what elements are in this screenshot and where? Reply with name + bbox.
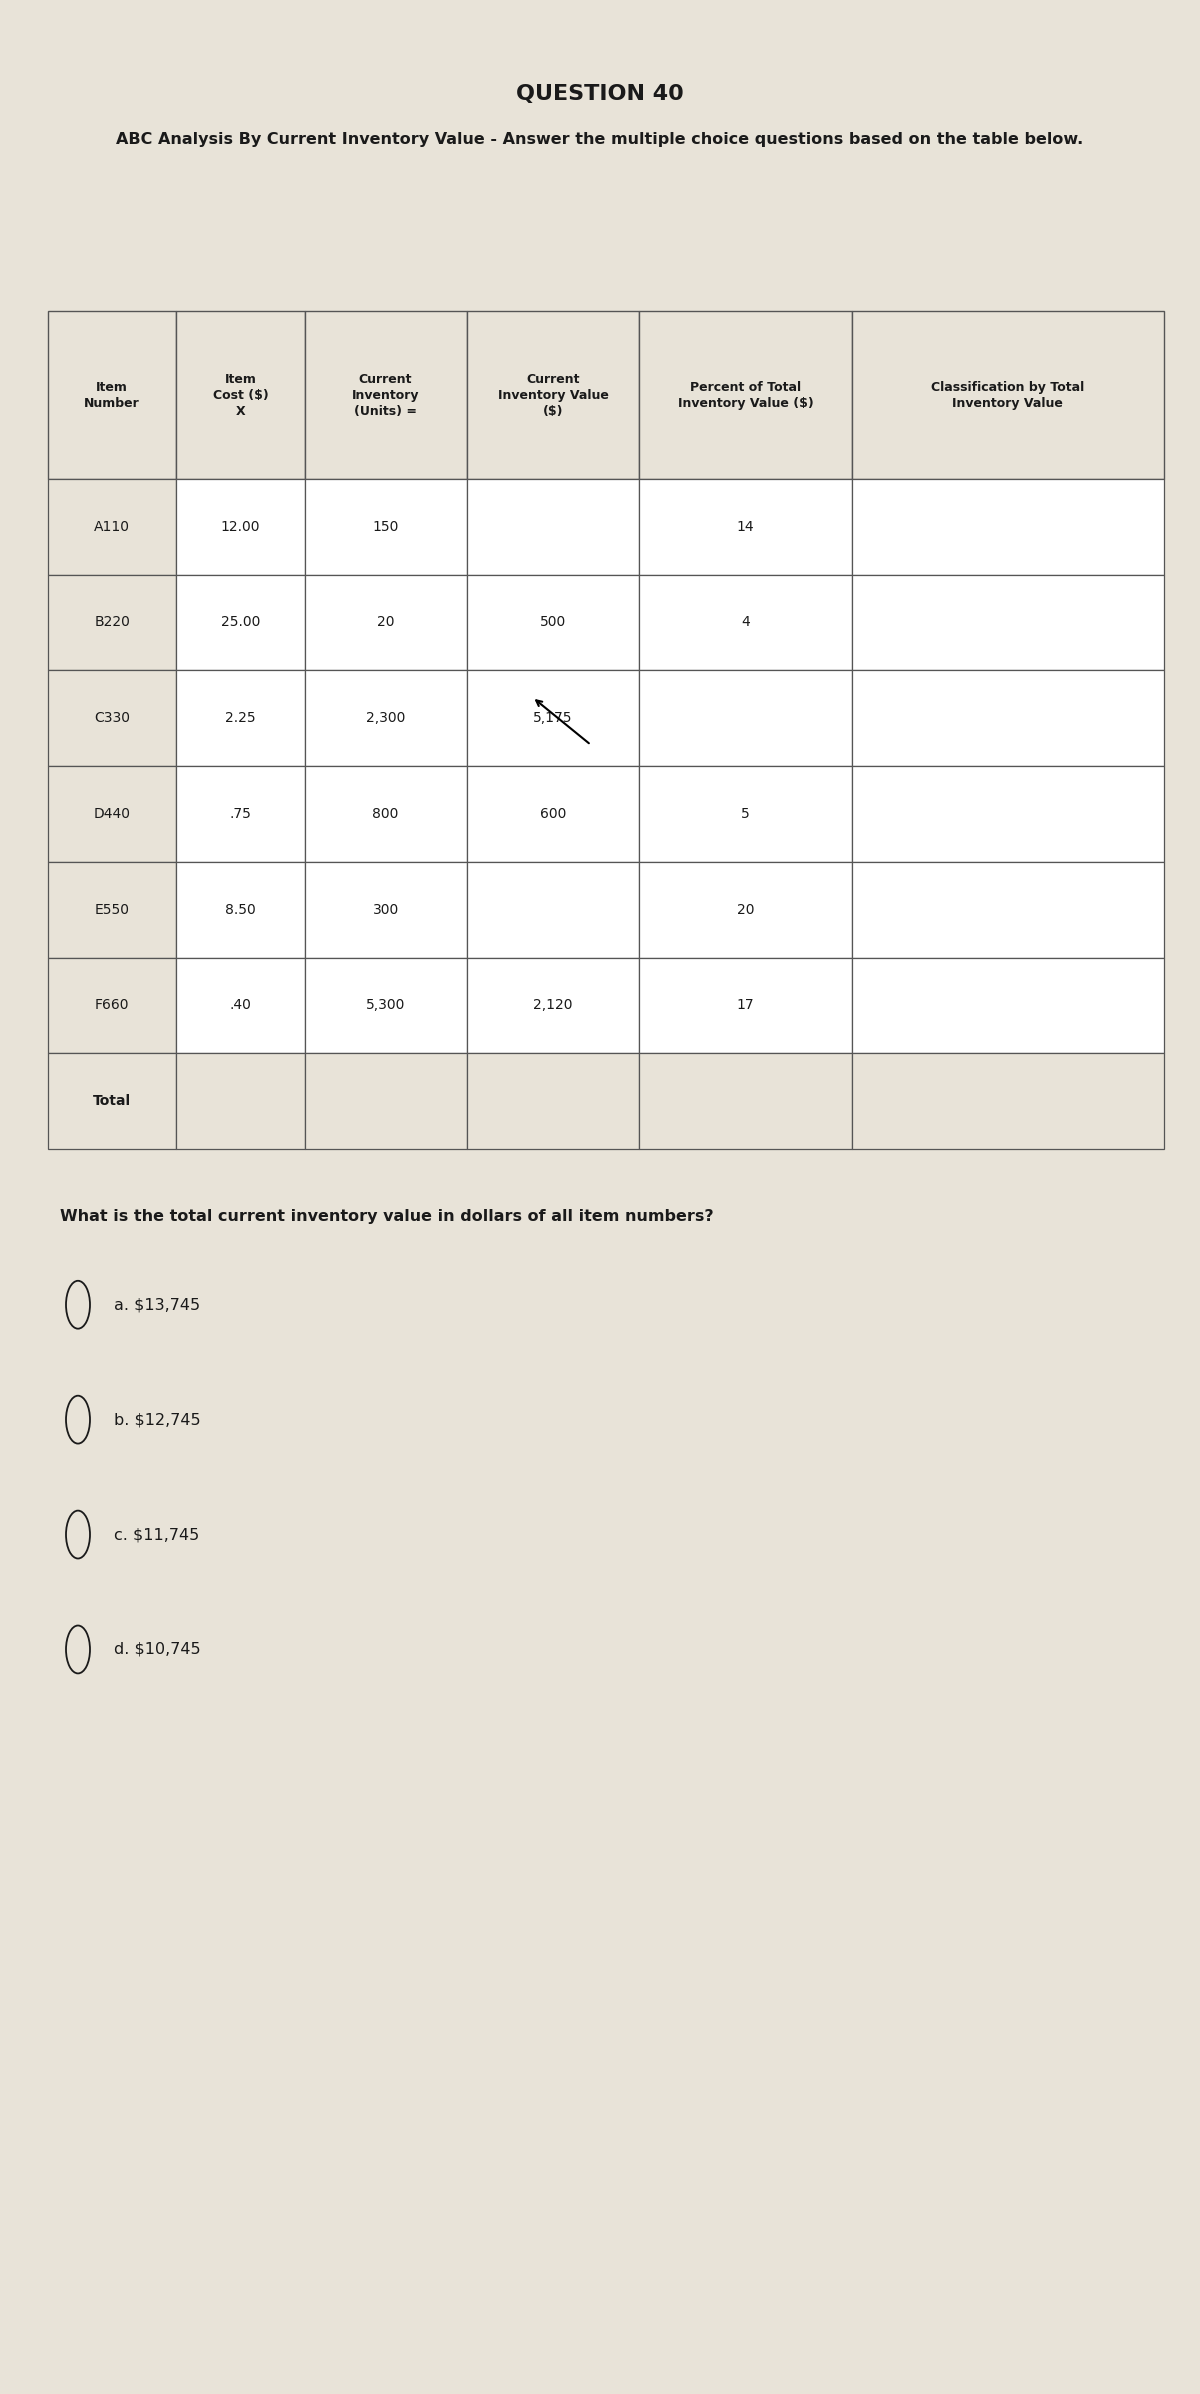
Text: 12.00: 12.00 xyxy=(221,519,260,534)
FancyBboxPatch shape xyxy=(640,670,852,766)
FancyBboxPatch shape xyxy=(305,311,467,479)
FancyBboxPatch shape xyxy=(48,958,176,1053)
FancyBboxPatch shape xyxy=(852,670,1164,766)
Text: 150: 150 xyxy=(372,519,398,534)
FancyBboxPatch shape xyxy=(852,575,1164,670)
Text: 5: 5 xyxy=(742,807,750,821)
Text: 20: 20 xyxy=(377,615,395,630)
Text: Percent of Total
Inventory Value ($): Percent of Total Inventory Value ($) xyxy=(678,381,814,409)
FancyBboxPatch shape xyxy=(467,311,640,479)
FancyBboxPatch shape xyxy=(467,479,640,575)
FancyBboxPatch shape xyxy=(852,862,1164,958)
Text: c. $11,745: c. $11,745 xyxy=(114,1527,199,1542)
Text: b. $12,745: b. $12,745 xyxy=(114,1412,200,1427)
Text: 5,300: 5,300 xyxy=(366,998,406,1013)
FancyBboxPatch shape xyxy=(640,862,852,958)
Text: 600: 600 xyxy=(540,807,566,821)
Text: 300: 300 xyxy=(372,903,398,917)
Text: .40: .40 xyxy=(229,998,252,1013)
FancyBboxPatch shape xyxy=(467,766,640,862)
FancyBboxPatch shape xyxy=(176,766,305,862)
FancyBboxPatch shape xyxy=(48,862,176,958)
Text: E550: E550 xyxy=(95,903,130,917)
Text: Total: Total xyxy=(94,1094,131,1108)
FancyBboxPatch shape xyxy=(48,766,176,862)
Text: Classification by Total
Inventory Value: Classification by Total Inventory Value xyxy=(931,381,1085,409)
FancyBboxPatch shape xyxy=(48,575,176,670)
FancyBboxPatch shape xyxy=(467,670,640,766)
FancyBboxPatch shape xyxy=(467,1053,640,1149)
FancyBboxPatch shape xyxy=(305,479,467,575)
FancyBboxPatch shape xyxy=(176,958,305,1053)
FancyBboxPatch shape xyxy=(852,958,1164,1053)
Text: 800: 800 xyxy=(372,807,398,821)
FancyBboxPatch shape xyxy=(852,766,1164,862)
FancyBboxPatch shape xyxy=(176,311,305,479)
FancyBboxPatch shape xyxy=(305,766,467,862)
FancyBboxPatch shape xyxy=(176,1053,305,1149)
FancyBboxPatch shape xyxy=(467,862,640,958)
Text: Current
Inventory Value
($): Current Inventory Value ($) xyxy=(498,373,608,417)
Text: C330: C330 xyxy=(94,711,130,725)
FancyBboxPatch shape xyxy=(305,670,467,766)
Text: ABC Analysis By Current Inventory Value - Answer the multiple choice questions b: ABC Analysis By Current Inventory Value … xyxy=(116,132,1084,146)
FancyBboxPatch shape xyxy=(467,958,640,1053)
FancyBboxPatch shape xyxy=(640,958,852,1053)
FancyBboxPatch shape xyxy=(640,1053,852,1149)
FancyBboxPatch shape xyxy=(305,575,467,670)
FancyBboxPatch shape xyxy=(176,862,305,958)
FancyBboxPatch shape xyxy=(176,670,305,766)
FancyBboxPatch shape xyxy=(176,575,305,670)
Text: A110: A110 xyxy=(94,519,130,534)
Text: 2,300: 2,300 xyxy=(366,711,406,725)
Text: 14: 14 xyxy=(737,519,755,534)
Text: .75: .75 xyxy=(229,807,252,821)
Text: Item
Cost ($)
X: Item Cost ($) X xyxy=(212,373,269,417)
Text: Current
Inventory
(Units) =: Current Inventory (Units) = xyxy=(352,373,419,417)
Text: D440: D440 xyxy=(94,807,131,821)
FancyBboxPatch shape xyxy=(305,1053,467,1149)
FancyBboxPatch shape xyxy=(48,1053,176,1149)
FancyBboxPatch shape xyxy=(176,479,305,575)
FancyBboxPatch shape xyxy=(852,479,1164,575)
Text: 25.00: 25.00 xyxy=(221,615,260,630)
Text: QUESTION 40: QUESTION 40 xyxy=(516,84,684,103)
FancyBboxPatch shape xyxy=(305,862,467,958)
FancyBboxPatch shape xyxy=(48,311,176,479)
FancyBboxPatch shape xyxy=(305,958,467,1053)
FancyBboxPatch shape xyxy=(852,1053,1164,1149)
FancyBboxPatch shape xyxy=(640,766,852,862)
Text: 17: 17 xyxy=(737,998,755,1013)
Text: d. $10,745: d. $10,745 xyxy=(114,1642,200,1657)
FancyBboxPatch shape xyxy=(48,479,176,575)
FancyBboxPatch shape xyxy=(48,670,176,766)
Text: B220: B220 xyxy=(95,615,130,630)
FancyBboxPatch shape xyxy=(852,311,1164,479)
FancyBboxPatch shape xyxy=(640,311,852,479)
Text: What is the total current inventory value in dollars of all item numbers?: What is the total current inventory valu… xyxy=(60,1209,714,1223)
Text: 5,175: 5,175 xyxy=(533,711,572,725)
Text: Item
Number: Item Number xyxy=(84,381,140,409)
Text: F660: F660 xyxy=(95,998,130,1013)
Text: 20: 20 xyxy=(737,903,755,917)
Text: a. $13,745: a. $13,745 xyxy=(114,1298,200,1312)
FancyBboxPatch shape xyxy=(640,575,852,670)
Text: 8.50: 8.50 xyxy=(226,903,256,917)
FancyBboxPatch shape xyxy=(467,575,640,670)
Text: 4: 4 xyxy=(742,615,750,630)
Text: 2.25: 2.25 xyxy=(226,711,256,725)
Text: 2,120: 2,120 xyxy=(533,998,572,1013)
FancyBboxPatch shape xyxy=(640,479,852,575)
Text: 500: 500 xyxy=(540,615,566,630)
